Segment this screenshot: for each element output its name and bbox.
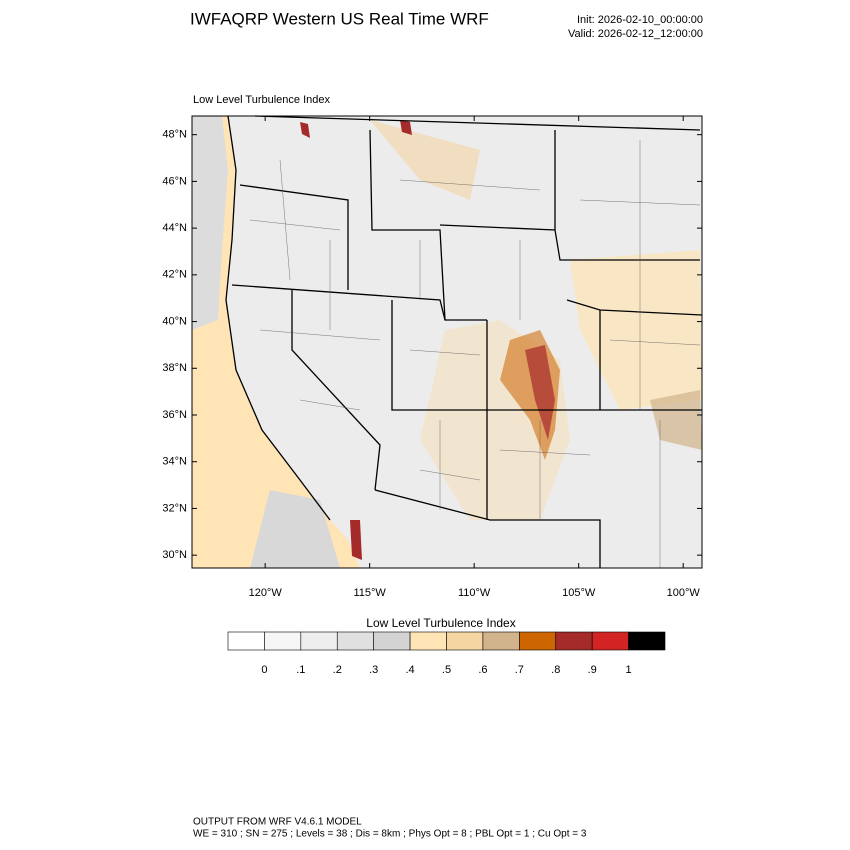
colorbar-box [227,631,265,651]
footer-line: WE = 310 ; SN = 275 ; Levels = 38 ; Dis … [193,829,587,840]
colorbar-label: .1 [296,664,305,676]
map-frame [191,115,703,569]
lat-tick-label: 32°N [162,502,187,514]
lon-tick-label: 105°W [562,587,596,599]
lat-tick-label: 46°N [162,175,187,187]
colorbar-box [264,631,302,651]
colorbar-box [300,631,338,651]
colorbar-box [482,631,520,651]
lon-tick-label: 110°W [458,587,491,599]
colorbar-label: .8 [551,664,560,676]
lat-tick-label: 34°N [162,456,187,468]
map-title: Low Level Turbulence Index [193,94,330,106]
colorbar-box [446,631,484,651]
colorbar-label: .9 [588,664,597,676]
footer-line: OUTPUT FROM WRF V4.6.1 MODEL [193,817,362,828]
colorbar-box [591,631,629,651]
lat-tick-label: 36°N [162,409,187,421]
init-time: Init: 2026-02-10_00:00:00 [577,14,703,26]
title: IWFAQRP Western US Real Time WRF [190,9,489,28]
colorbar-box [519,631,557,651]
colorbar-label: .5 [442,664,451,676]
lon-tick-label: 120°W [249,587,283,599]
colorbar-label: .2 [333,664,342,676]
colorbar-label: .6 [478,664,487,676]
colorbar-label: .4 [405,664,414,676]
lat-tick-label: 40°N [162,315,187,327]
valid-time: Valid: 2026-02-12_12:00:00 [568,28,703,40]
lon-tick-label: 100°W [667,587,701,599]
colorbar-label: 0 [261,664,267,676]
colorbar-box [373,631,411,651]
colorbar-title: Low Level Turbulence Index [366,616,515,630]
lon-tick-label: 115°W [353,587,386,599]
colorbar-box [555,631,593,651]
map-background [192,115,703,568]
colorbar-box [336,631,374,651]
lat-tick-label: 44°N [162,222,187,234]
lat-tick-label: 38°N [162,362,187,374]
lat-tick-label: 42°N [162,269,187,281]
colorbar-label: .7 [515,664,524,676]
lat-tick-label: 48°N [162,129,187,141]
colorbar-label: .3 [369,664,378,676]
colorbar-label: 1 [626,664,632,676]
colorbar-box [409,631,447,651]
colorbar-box [628,631,666,651]
lat-tick-label: 30°N [162,549,187,561]
